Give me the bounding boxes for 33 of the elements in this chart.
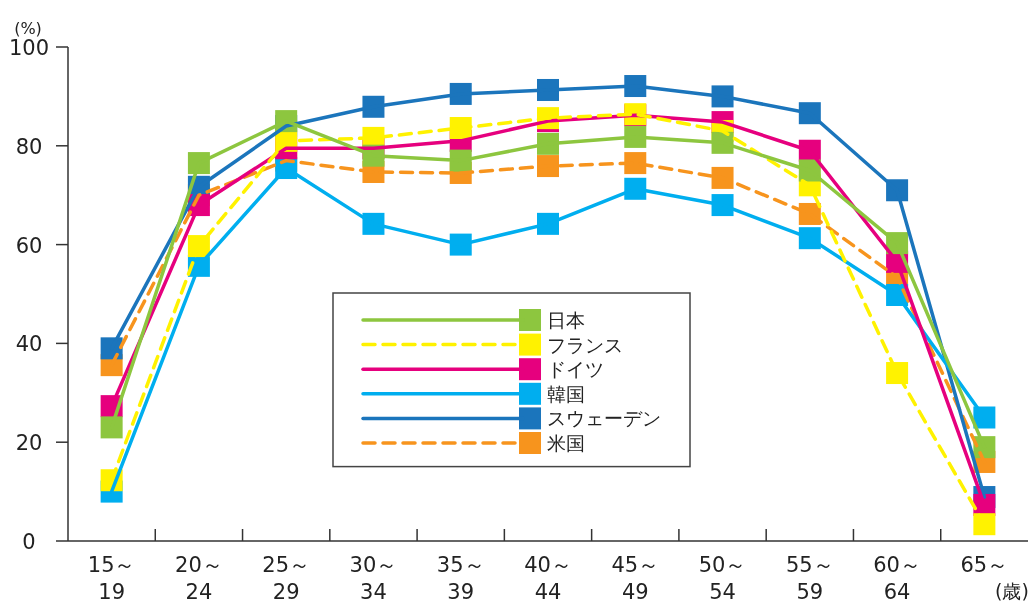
legend-item: スウェーデン: [361, 407, 661, 430]
y-tick-label: 60: [15, 233, 43, 258]
y-tick-label: 20: [15, 431, 43, 456]
x-tick-label: 55～ 59: [785, 553, 834, 603]
legend-label: フランス: [547, 333, 623, 356]
legend-item: 韓国: [361, 382, 585, 405]
legend-label: 韓国: [547, 382, 585, 405]
point: [973, 513, 996, 536]
x-tick-label: 35～ 39: [436, 553, 485, 603]
x-tick-label: 15～ 19: [87, 553, 136, 603]
legend-item: 日本: [361, 309, 585, 331]
x-tick-label: 30～ 34: [349, 553, 398, 603]
legend-label: ドイツ: [547, 358, 604, 381]
legend-item: フランス: [361, 333, 623, 356]
legend-item: 米国: [361, 432, 585, 454]
y-tick-label: 100: [8, 36, 50, 60]
x-axis-title: (歳): [995, 580, 1029, 602]
legend-label: スウェーデン: [547, 407, 661, 430]
point: [100, 416, 123, 439]
legend-label: 日本: [547, 309, 585, 331]
x-tick-label: 20～ 24: [175, 553, 223, 603]
x-tick-label: 25～ 29: [262, 553, 311, 603]
x-tick-label: 40～ 44: [524, 553, 572, 603]
x-tick-label: 45～ 49: [611, 553, 660, 603]
legend-label: 米国: [547, 432, 585, 454]
legend-item: ドイツ: [361, 358, 604, 381]
x-tick-label: 65～: [960, 553, 1009, 577]
y-axis-title: (%): [14, 19, 42, 38]
y-tick-label: 80: [15, 134, 43, 159]
y-tick-label: 40: [15, 332, 43, 357]
x-tick-label: 50～ 54: [698, 553, 747, 603]
y-tick-label: 0: [22, 530, 36, 554]
x-tick-label: 60～ 64: [873, 553, 921, 603]
